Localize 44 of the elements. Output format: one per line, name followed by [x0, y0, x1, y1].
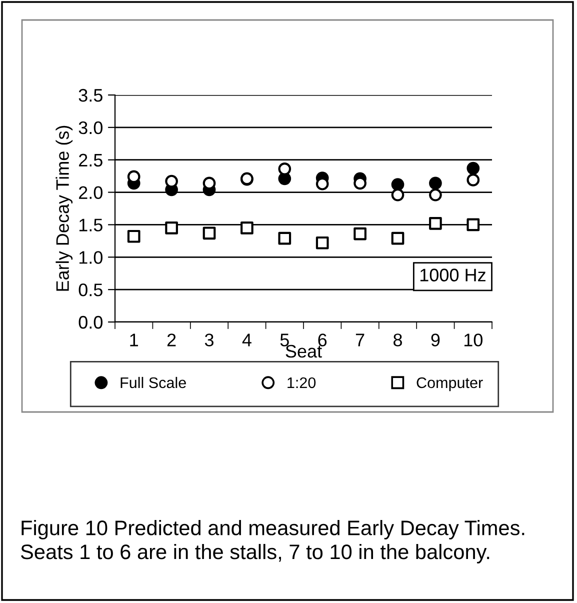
y-tick-label: 2.0	[79, 186, 102, 200]
caption: Figure 10 Predicted and measured Early Decay Times. Seats 1 to 6 are in the stalls, 7 to 10 in the balcony.	[20, 520, 524, 564]
x-tick-label: 7	[356, 334, 364, 346]
y-tick-label: 0.5	[78, 284, 102, 296]
x-tick-label: 3	[204, 334, 214, 346]
legend-label: Computer	[416, 377, 483, 392]
point	[391, 178, 404, 191]
point	[278, 232, 292, 245]
x-tick-label: 6	[318, 334, 327, 346]
y-axis-title: Early Decay Time (s)	[56, 126, 73, 291]
point	[202, 226, 216, 240]
y-tick-label: 0.0	[78, 316, 102, 329]
point	[391, 232, 404, 245]
point	[354, 227, 366, 240]
point	[240, 222, 254, 234]
point	[429, 176, 442, 190]
point	[354, 176, 366, 190]
point	[278, 162, 292, 176]
y-tick-label: 3.0	[78, 121, 102, 134]
point	[316, 236, 329, 250]
y-tick-label: 2.5	[79, 154, 102, 167]
x-tick-label: 4	[242, 334, 252, 346]
legend-label: Full Scale	[120, 376, 186, 388]
point	[466, 174, 480, 186]
y-tick-label: 1.0	[79, 251, 102, 264]
point	[391, 188, 404, 202]
point	[429, 216, 442, 230]
x-tick-label: 1	[130, 334, 138, 346]
point	[165, 222, 178, 234]
x-tick-label: 8	[394, 334, 402, 346]
x-tick-label: 2	[167, 334, 176, 346]
legend-label: 1:20	[288, 377, 316, 388]
annotation: 1000 Hz	[420, 268, 486, 282]
x-tick-label: 5	[280, 334, 289, 346]
point	[429, 188, 442, 202]
point	[466, 162, 480, 175]
point	[466, 218, 480, 232]
y-tick-label: 1.5	[79, 218, 102, 232]
y-tick-label: 3.5	[78, 88, 102, 102]
point	[165, 174, 178, 188]
point	[127, 230, 140, 243]
x-tick-label: 9	[431, 334, 440, 346]
x-tick-label: 10	[464, 334, 482, 346]
x-axis-title: Seat	[286, 344, 322, 358]
